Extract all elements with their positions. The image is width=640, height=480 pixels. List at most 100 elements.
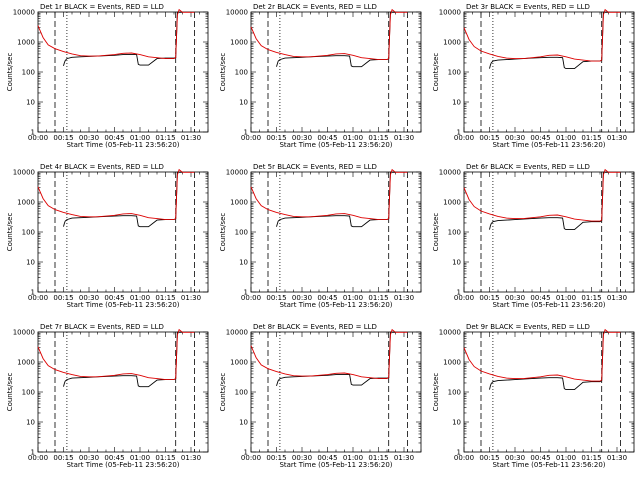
- y-tick-label: 10: [452, 259, 461, 267]
- x-tick-label: 01:00: [556, 454, 576, 462]
- lld-series-line: [463, 328, 621, 382]
- x-tick-label: 00:30: [505, 134, 525, 142]
- panel-6: 1 10 100 1000 10000 00:00 00:15 00:30 00:45 01:00…: [432, 163, 635, 309]
- x-tick-label: 01:15: [368, 294, 388, 302]
- x-tick-label: 00:30: [505, 454, 525, 462]
- x-tick-label: 01:00: [556, 294, 576, 302]
- y-tick-label: 1000: [443, 359, 461, 367]
- x-tick-label: 00:00: [241, 294, 261, 302]
- y-tick-label: 10000: [13, 329, 35, 337]
- y-tick-label: 10000: [439, 329, 461, 337]
- plot-frame: [463, 11, 635, 133]
- x-tick-label: 01:00: [343, 454, 363, 462]
- panel-title: Det 4r BLACK = Events, RED = LLD: [40, 163, 164, 171]
- lld-series-line: [250, 8, 408, 61]
- x-tick-label: 01:15: [155, 294, 175, 302]
- panel-7: 1 10 100 1000 10000 00:00 00:15 00:30 00:45 01:00…: [6, 323, 209, 469]
- x-tick-label: 00:15: [266, 294, 286, 302]
- y-tick-label: 100: [448, 389, 461, 397]
- x-tick-label: 00:00: [28, 294, 48, 302]
- x-tick-label: 01:30: [394, 454, 414, 462]
- x-tick-label: 00:15: [266, 454, 286, 462]
- x-tick-label: 00:15: [53, 454, 73, 462]
- events-series-line: [63, 11, 183, 67]
- panel-8: 1 10 100 1000 10000 00:00 00:15 00:30 00:45 01:00…: [219, 323, 422, 469]
- plot-frame: [250, 11, 422, 133]
- x-tick-label: 00:45: [317, 294, 337, 302]
- events-series-line: [276, 11, 396, 68]
- events-series-line: [489, 11, 609, 70]
- events-series-line: [63, 331, 183, 388]
- x-axis-label: Start Time (05-Feb-11 23:56:20): [279, 301, 392, 309]
- panel-4: 1 10 100 1000 10000 00:00 00:15 00:30 00:45 01:00…: [6, 163, 209, 309]
- x-axis-label: Start Time (05-Feb-11 23:56:20): [492, 301, 605, 309]
- events-series-line: [63, 171, 183, 228]
- x-tick-label: 01:30: [394, 134, 414, 142]
- x-tick-label: 01:30: [181, 134, 201, 142]
- x-tick-label: 00:00: [28, 134, 48, 142]
- panel-1: 1 10 100 1000 10000 00:00 00:15 00:30 00:45 01:00…: [6, 3, 209, 149]
- y-tick-label: 1000: [17, 39, 35, 47]
- y-tick-label: 1: [244, 129, 248, 137]
- y-axis-label: Counts/sec: [219, 53, 227, 92]
- panel-3: 1 10 100 1000 10000 00:00 00:15 00:30 00:45 01:00…: [432, 3, 635, 149]
- x-axis-label: Start Time (05-Feb-11 23:56:20): [492, 461, 605, 469]
- lld-series-line: [250, 328, 408, 380]
- y-tick-label: 100: [22, 229, 35, 237]
- x-tick-label: 00:15: [266, 134, 286, 142]
- events-series-line: [276, 171, 396, 228]
- y-tick-label: 10000: [226, 169, 248, 177]
- y-tick-label: 1000: [17, 359, 35, 367]
- x-tick-label: 00:30: [505, 294, 525, 302]
- events-series-line: [489, 331, 609, 391]
- lld-series-line: [250, 168, 408, 221]
- y-tick-label: 100: [235, 229, 248, 237]
- y-tick-label: 10000: [13, 169, 35, 177]
- y-axis-label: Counts/sec: [219, 373, 227, 412]
- x-tick-label: 01:15: [155, 134, 175, 142]
- y-tick-label: 1000: [443, 199, 461, 207]
- x-tick-label: 01:15: [581, 134, 601, 142]
- events-series-line: [489, 171, 609, 231]
- y-axis-label: Counts/sec: [432, 373, 440, 412]
- x-tick-label: 01:15: [155, 454, 175, 462]
- x-tick-label: 01:15: [368, 454, 388, 462]
- y-tick-label: 100: [448, 69, 461, 77]
- plot-frame: [463, 331, 635, 453]
- x-axis-label: Start Time (05-Feb-11 23:56:20): [492, 141, 605, 149]
- x-tick-label: 01:30: [181, 294, 201, 302]
- x-tick-label: 00:30: [79, 134, 99, 142]
- y-tick-label: 10000: [226, 329, 248, 337]
- x-tick-label: 01:30: [607, 294, 627, 302]
- x-tick-label: 00:00: [241, 454, 261, 462]
- y-tick-label: 1000: [443, 39, 461, 47]
- panel-title: Det 8r BLACK = Events, RED = LLD: [253, 323, 377, 331]
- x-tick-label: 01:15: [581, 294, 601, 302]
- x-tick-label: 01:00: [556, 134, 576, 142]
- y-tick-label: 100: [235, 69, 248, 77]
- x-tick-label: 01:00: [343, 134, 363, 142]
- x-tick-label: 00:00: [241, 134, 261, 142]
- x-tick-label: 00:15: [53, 294, 73, 302]
- y-tick-label: 10: [26, 99, 35, 107]
- events-series-line: [276, 331, 396, 387]
- x-axis-label: Start Time (05-Feb-11 23:56:20): [279, 141, 392, 149]
- x-tick-label: 01:15: [581, 454, 601, 462]
- plot-frame: [250, 331, 422, 453]
- y-tick-label: 1: [31, 129, 35, 137]
- x-tick-label: 00:45: [104, 134, 124, 142]
- x-tick-label: 00:45: [104, 454, 124, 462]
- x-tick-label: 01:15: [368, 134, 388, 142]
- x-tick-label: 00:30: [292, 294, 312, 302]
- x-tick-label: 00:00: [454, 134, 474, 142]
- panel-5: 1 10 100 1000 10000 00:00 00:15 00:30 00:45 01:00…: [219, 163, 422, 309]
- y-tick-label: 10000: [439, 169, 461, 177]
- y-tick-label: 100: [22, 389, 35, 397]
- y-tick-label: 100: [22, 69, 35, 77]
- y-tick-label: 1: [244, 449, 248, 457]
- panel-title: Det 3r BLACK = Events, RED = LLD: [466, 3, 590, 11]
- panel-title: Det 6r BLACK = Events, RED = LLD: [466, 163, 590, 171]
- x-tick-label: 00:15: [53, 134, 73, 142]
- y-tick-label: 1: [457, 129, 461, 137]
- y-tick-label: 10000: [13, 9, 35, 17]
